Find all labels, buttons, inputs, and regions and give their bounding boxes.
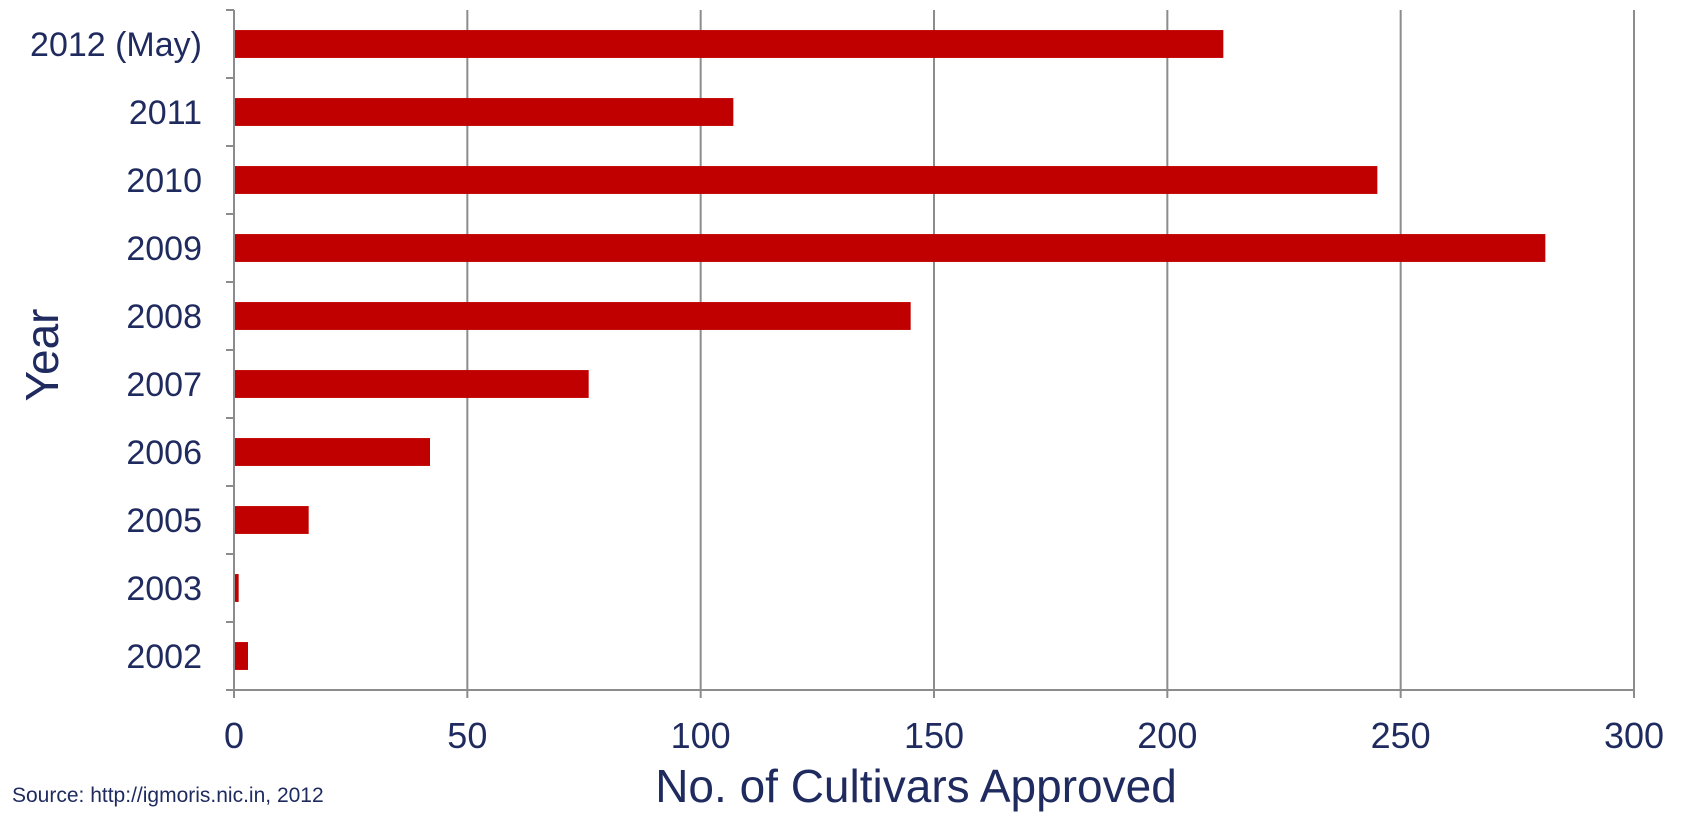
x-axis-title: No. of Cultivars Approved [655, 760, 1177, 812]
y-category-label: 2003 [126, 570, 202, 608]
bar [235, 438, 430, 466]
y-category-label: 2008 [126, 298, 202, 336]
y-category-label: 2011 [129, 94, 202, 132]
y-category-label: 2010 [126, 162, 202, 200]
bar [235, 574, 239, 602]
y-category-label: 2006 [126, 434, 202, 472]
bar [235, 642, 248, 670]
y-category-label: 2012 (May) [30, 26, 202, 64]
bar [235, 30, 1224, 58]
x-tick-label: 50 [447, 715, 487, 756]
x-tick-label: 250 [1371, 715, 1431, 756]
x-tick-label: 200 [1137, 715, 1197, 756]
y-category-label: 2009 [126, 230, 202, 268]
y-category-label: 2005 [126, 502, 202, 540]
source-note: Source: http://igmoris.nic.in, 2012 [12, 784, 324, 807]
bars [235, 30, 1546, 670]
bar [235, 98, 734, 126]
x-tick-label: 300 [1604, 715, 1664, 756]
axes [226, 9, 1634, 698]
bar [235, 234, 1546, 262]
y-category-label: 2002 [126, 638, 202, 676]
bar [235, 370, 589, 398]
bar [235, 166, 1378, 194]
x-tick-label: 150 [904, 715, 964, 756]
bar [235, 302, 911, 330]
y-axis-title: Year [16, 309, 68, 402]
bar [235, 506, 309, 534]
y-category-label: 2007 [126, 366, 202, 404]
x-tick-label: 0 [224, 715, 244, 756]
labels: 0 50 100 150 200 250 300 2012 (May) 2011 2010 2009… [30, 26, 1664, 756]
x-tick-label: 100 [671, 715, 731, 756]
